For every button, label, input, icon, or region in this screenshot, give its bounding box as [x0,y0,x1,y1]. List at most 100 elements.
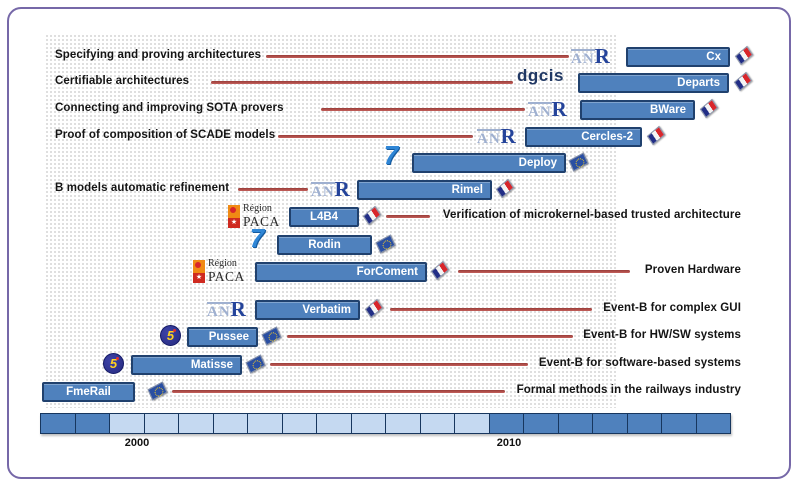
project-bar: Rimel [357,180,492,200]
project-row: Certifiable architectures dgcis Departs [0,66,798,95]
french-flag-icon [734,45,754,66]
connector-line [270,363,528,366]
project-row: 5 Matisse Event-B for software-based sys… [0,353,798,377]
project-bar: Matisse [131,355,242,375]
project-description: Event-B for complex GUI [603,302,741,314]
project-row: B models automatic refinement ANR Rimel [0,177,798,202]
timeline-cell [75,414,110,433]
project-description: Certifiable architectures [55,75,190,87]
project-row: 5 Pussee Event-B for HW/SW systems [0,325,798,349]
french-flag-icon [362,205,382,226]
project-bar: Cx [626,47,730,67]
connector-line [211,81,513,84]
project-description: Proven Hardware [644,264,741,276]
anr-logo: ANR [207,297,246,321]
connector-line [390,308,592,311]
year-label-2010: 2010 [496,437,522,449]
timeline-cell [627,414,662,433]
project-row: Proof of composition of SCADE models ANR… [0,124,798,149]
region-paca-emblem-icon [228,204,240,228]
timeline-cell [489,414,524,433]
timeline-cell [524,414,559,433]
project-row: FmeRail Formal methods in the railways i… [0,381,798,404]
eu-flag-icon [568,152,589,172]
timeline-cell [558,414,593,433]
dgcis-logo: dgcis [517,66,564,85]
timeline-cell [351,414,386,433]
timeline-cell [213,414,248,433]
project-description: Event-B for HW/SW systems [583,329,741,341]
timeline-cell [110,414,145,433]
fp7-logo: 7 [249,223,265,253]
french-flag-icon [699,98,719,119]
project-bar: Verbatim [255,300,360,320]
project-description: Specifying and proving architectures [55,49,262,61]
outer-frame [7,7,791,479]
timeline-cell [455,414,490,433]
project-bar: Cercles-2 [525,127,642,147]
timeline-cell [179,414,214,433]
project-description: Proof of composition of SCADE models [55,129,276,141]
timeline-cell [420,414,455,433]
connector-line [172,390,505,393]
project-bar: Deploy [412,153,566,173]
timeline-cell [144,414,179,433]
anr-logo: ANR [528,97,567,121]
connector-line [321,108,525,111]
project-bar: BWare [580,100,695,120]
timeline-cell [696,414,730,433]
project-bar: Departs [578,73,729,93]
project-description: Verification of microkernel-based truste… [442,209,741,221]
timeline-cell [593,414,628,433]
timeline-cell [317,414,352,433]
eu-flag-icon [261,326,282,346]
region-paca-emblem-icon [193,259,205,283]
project-description: Connecting and improving SOTA provers [55,102,284,114]
fp5-logo: 5 [160,325,181,346]
timeline-cell [282,414,317,433]
timeline-cell [248,414,283,433]
timeline-bar [40,413,731,434]
anr-logo: ANR [477,124,516,148]
french-flag-icon [495,178,515,199]
project-description: Event-B for software-based systems [538,357,741,369]
french-flag-icon [646,125,666,146]
anr-logo: ANR [311,177,350,201]
connector-line [458,270,630,273]
timeline-cell [386,414,421,433]
project-bar: L4B4 [289,207,359,227]
connector-line [386,215,430,218]
connector-line [238,188,308,191]
project-description: Formal methods in the railways industry [516,384,741,396]
project-bar: Pussee [187,327,258,347]
anr-logo: ANR [571,44,610,68]
project-row: 7 Deploy [0,142,798,175]
project-row: Connecting and improving SOTA provers AN… [0,97,798,122]
connector-line [266,55,569,58]
project-row: 7 Rodin [0,225,798,257]
connector-line [278,135,473,138]
project-bar: FmeRail [42,382,135,402]
french-flag-icon [364,298,384,319]
project-description: B models automatic refinement [55,182,230,194]
project-row: Specifying and proving architectures ANR… [0,44,798,69]
eu-flag-icon [375,234,396,254]
french-flag-icon [733,71,753,92]
timeline-cell [662,414,697,433]
fp7-logo: 7 [383,140,399,170]
eu-flag-icon [147,381,168,401]
fp5-logo: 5 [103,353,124,374]
eu-flag-icon [245,354,266,374]
project-bar: ForComent [255,262,427,282]
project-bar: Rodin [277,235,372,255]
timeline-cell [41,414,76,433]
year-label-2000: 2000 [124,437,150,449]
french-flag-icon [430,260,450,281]
project-row: ANR Verbatim Event-B for complex GUI [0,297,798,322]
connector-line [287,335,573,338]
